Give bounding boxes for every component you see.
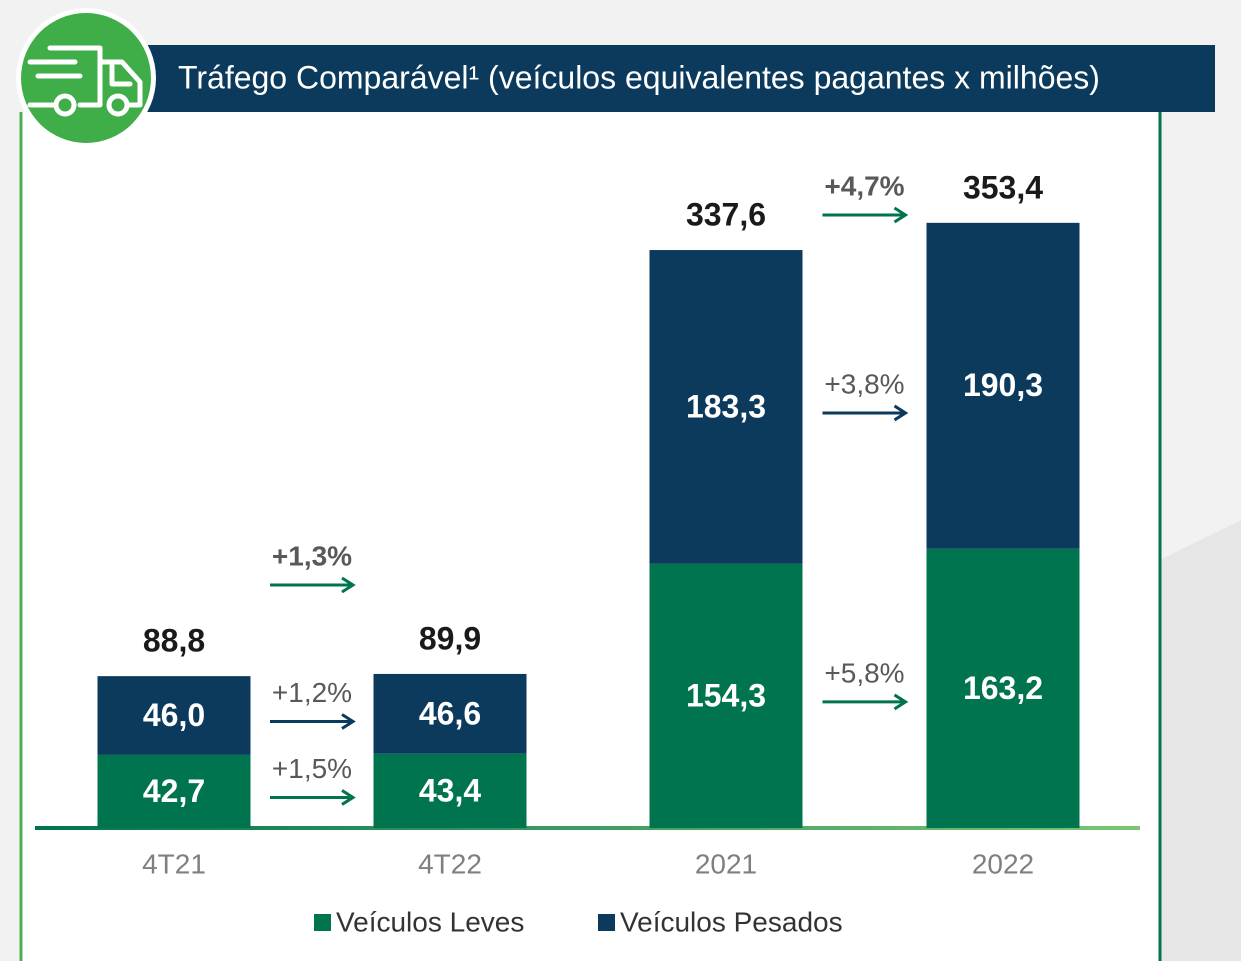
legend-swatch	[314, 914, 331, 931]
total-label: 88,8	[143, 623, 205, 659]
bar-segment	[97, 676, 251, 755]
x-tick-label: 4T21	[142, 848, 206, 879]
growth-segment: +1,2%	[272, 677, 352, 708]
growth-total: +4,7%	[824, 170, 904, 201]
growth-segment: +3,8%	[824, 368, 904, 399]
bar-segment	[373, 753, 527, 828]
baseline	[35, 826, 1140, 830]
segment-label: 154,3	[686, 677, 766, 713]
bar-segment	[649, 563, 803, 828]
bar-segment	[926, 222, 1080, 549]
x-tick-label: 4T22	[418, 848, 482, 879]
segment-label: 46,0	[143, 697, 205, 733]
bar-segment	[926, 548, 1080, 828]
growth-total: +1,3%	[272, 540, 352, 571]
growth-segment: +1,5%	[272, 753, 352, 784]
chart-title: Tráfego Comparável¹ (veículos equivalent…	[178, 59, 1100, 95]
total-label: 89,9	[419, 620, 481, 656]
legend-label: Veículos Pesados	[620, 906, 843, 937]
x-tick-label: 2021	[695, 848, 757, 879]
bar-segment	[97, 754, 251, 828]
segment-label: 42,7	[143, 773, 205, 809]
segment-label: 183,3	[686, 388, 766, 424]
growth-segment: +5,8%	[824, 657, 904, 688]
legend-label: Veículos Leves	[336, 906, 524, 937]
total-label: 337,6	[686, 197, 766, 233]
bar-segment	[373, 673, 527, 754]
segment-label: 46,6	[419, 695, 481, 731]
growth-arrowhead	[893, 206, 909, 224]
legend-swatch	[598, 914, 615, 931]
x-tick-label: 2022	[972, 848, 1034, 879]
segment-label: 43,4	[419, 772, 481, 808]
segment-label: 190,3	[963, 367, 1043, 403]
total-label: 353,4	[963, 169, 1043, 205]
header-bar	[140, 45, 1215, 112]
growth-arrowhead	[341, 789, 356, 806]
bar-segment	[649, 250, 803, 564]
growth-arrowhead	[341, 576, 356, 594]
truck-icon	[27, 45, 143, 117]
segment-label: 163,2	[963, 670, 1043, 706]
growth-arrowhead	[341, 713, 356, 730]
growth-arrowhead	[893, 404, 909, 422]
growth-arrowhead	[893, 693, 909, 711]
